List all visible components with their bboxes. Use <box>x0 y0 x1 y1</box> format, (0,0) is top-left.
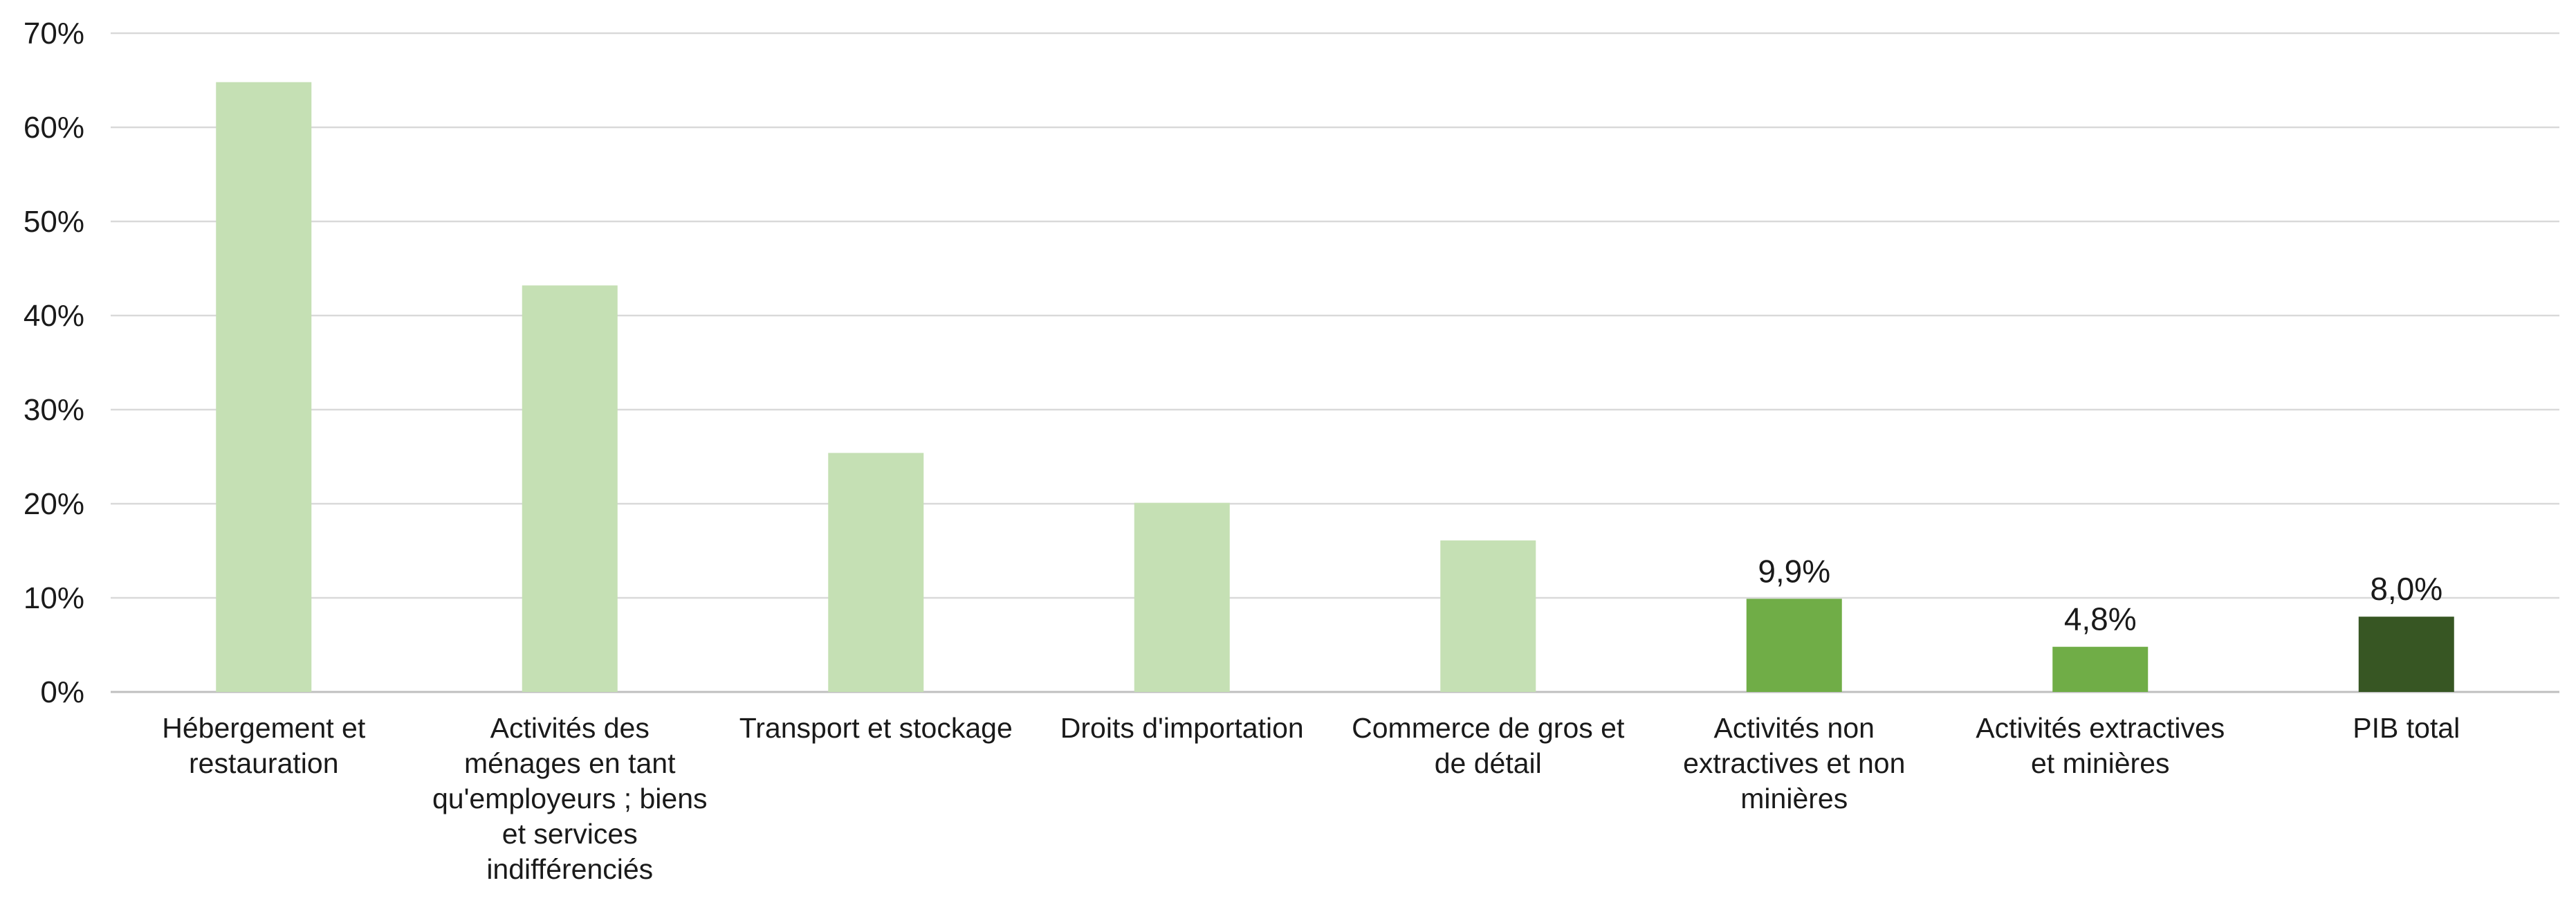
x-tick-label: Activités non extractives et non minières <box>1683 712 1905 814</box>
bar <box>2358 617 2454 692</box>
y-tick-label: 40% <box>24 299 84 333</box>
data-label: 4,8% <box>2064 601 2137 637</box>
y-tick-label: 0% <box>40 675 84 709</box>
bar <box>828 453 924 692</box>
bar <box>1134 502 1230 692</box>
x-axis-labels: Hébergement et restauration Activités des m… <box>162 712 2460 885</box>
y-tick-label: 20% <box>24 487 84 521</box>
x-tick-label: Commerce de gros et de détail <box>1352 712 1625 779</box>
gridlines <box>111 32 2559 693</box>
x-tick-label: Activités extractives et minières <box>1976 712 2225 779</box>
bar <box>1440 540 1536 692</box>
bars <box>216 82 2454 693</box>
y-axis-ticks: 0% 10% 20% 30% 40% 50% 60% 70% <box>24 17 84 709</box>
x-tick-label: Hébergement et restauration <box>162 712 366 779</box>
x-tick-label: Transport et stockage <box>739 712 1013 744</box>
bar <box>522 285 618 693</box>
data-label: 9,9% <box>1758 553 1830 589</box>
bar <box>216 82 312 693</box>
x-tick-label: Activités des ménages en tant qu'employeur… <box>432 712 708 885</box>
y-tick-label: 50% <box>24 205 84 239</box>
data-label: 8,0% <box>2370 571 2442 607</box>
y-tick-label: 10% <box>24 581 84 615</box>
x-tick-label: PIB total <box>2353 712 2460 744</box>
bar <box>1746 599 1842 692</box>
y-tick-label: 60% <box>24 111 84 145</box>
bar <box>2052 646 2149 692</box>
y-tick-label: 30% <box>24 393 84 427</box>
data-labels: 9,9% 4,8% 8,0% <box>1758 553 2442 637</box>
y-tick-label: 70% <box>24 17 84 51</box>
x-tick-label: Droits d'importation <box>1060 712 1304 744</box>
